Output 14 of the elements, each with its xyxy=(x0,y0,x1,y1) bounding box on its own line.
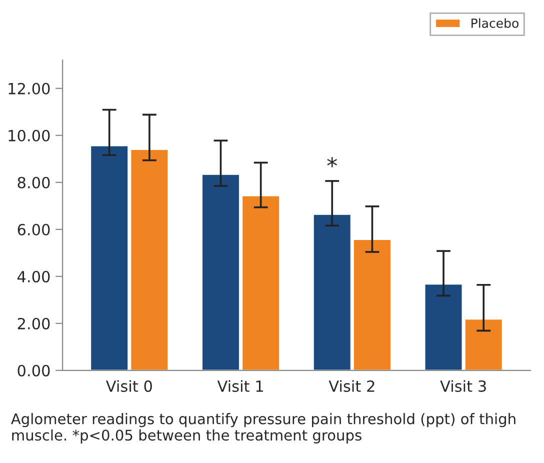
y-tick-label: 12.00 xyxy=(8,82,50,94)
y-tick-label: 4.00 xyxy=(17,270,50,282)
y-tick-label: 10.00 xyxy=(8,130,50,142)
annotation: * xyxy=(327,157,338,168)
legend-label: Placebo xyxy=(472,18,518,28)
y-tick-label: 2.00 xyxy=(18,318,50,330)
text: Aglometer readings to quantify pressure pain threshold (ppt) of thigh muscle. *p<0.05 between the treatment groups xyxy=(10,413,516,444)
y-tick-label: 8.00 xyxy=(18,176,50,188)
x-tick-label: Visit 0 xyxy=(106,380,152,392)
y-tick-label: 0.00 xyxy=(18,364,50,376)
x-tick-label: Visit 2 xyxy=(328,380,374,392)
y-tick-label: 6.00 xyxy=(18,224,50,236)
x-tick-label: Visit 1 xyxy=(217,380,263,392)
x-tick-label: Visit 3 xyxy=(440,380,486,392)
